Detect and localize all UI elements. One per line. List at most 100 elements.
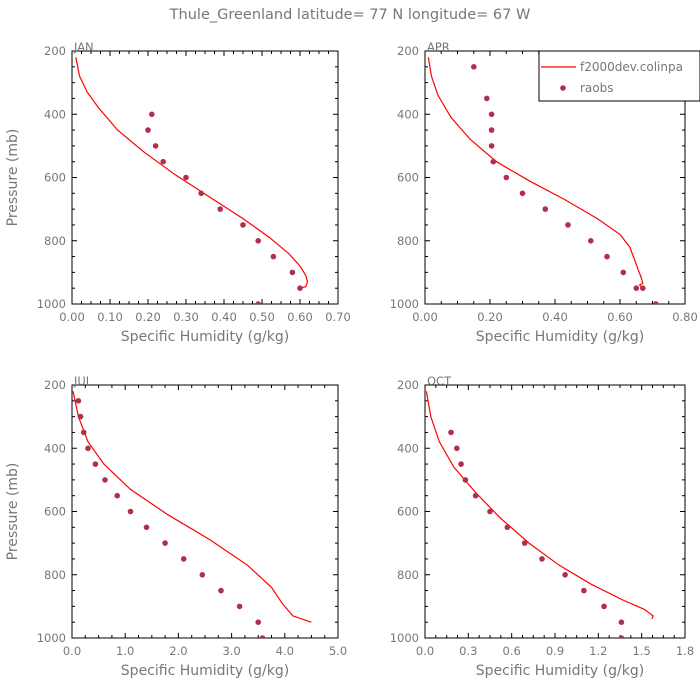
raob-point [519,190,526,197]
y-tick-label: 1000 [390,631,419,645]
raob-point [565,222,571,228]
x-tick-label: 0.0 [63,644,81,658]
raob-point [503,174,510,181]
raob-point [183,174,189,181]
y-tick-label: 200 [44,44,66,58]
x-tick-label: 0.0 [416,644,434,658]
raob-point [127,508,134,515]
y-axis-title: Pressure (mb) [5,129,21,227]
y-tick-label: 600 [397,505,419,519]
raob-point [588,238,594,244]
legend-box [538,50,700,102]
plot-frame [424,384,686,639]
raob-point [488,111,495,118]
y-tick-label: 1000 [37,631,66,645]
raob-point [454,445,460,452]
raob-point [218,587,224,594]
x-tick-label: 0.40 [211,310,237,324]
x-tick-label: 0.60 [287,310,313,324]
raob-point [77,413,84,420]
model-line [427,57,644,288]
plot-data [427,57,659,304]
panel-jan: 0.00 0.10 0.20 0.30 0.40 0.50 0.60 0.70 200 400 60… [5,40,351,345]
raob-point [618,619,625,625]
x-tick-label: 0.3 [459,644,477,658]
raob-point [484,95,490,102]
raob-point [162,540,168,546]
y-tick-label: 200 [44,378,66,392]
y-tick-label: 400 [44,107,66,121]
raob-point [487,508,493,515]
x-tick-label: 1.5 [633,644,651,658]
raob-point [160,158,166,165]
raob-point [236,603,243,610]
raob-point [653,301,659,304]
x-tick-label: 0.00 [412,310,438,324]
x-axis-title: Specific Humidity (g/kg) [476,663,644,679]
plot-frame [71,384,339,639]
x-tick-label: 0.60 [607,310,633,324]
x-axis-title: Specific Humidity (g/kg) [121,329,289,345]
y-tick-label: 800 [397,234,419,248]
legend-marker-swatch [560,85,566,91]
x-tick-label: 0.50 [249,310,275,324]
plot-data [72,391,312,638]
panel-label: APR [427,40,450,54]
y-tick-label: 600 [44,505,66,519]
raob-point [217,206,223,212]
raob-point [102,477,108,483]
raob-point [75,398,82,404]
raob-point [149,111,155,118]
raob-point [462,477,469,483]
x-tick-label: 1.8 [676,644,694,658]
model-line [425,391,654,620]
y-tick-label: 200 [397,378,419,392]
x-tick-label: 0.30 [173,310,199,324]
raob-point [259,635,266,638]
x-tick-label: 1.0 [116,644,134,658]
raob-point [471,64,477,70]
raob-point [458,461,464,467]
x-tick-label: 0.80 [672,310,698,324]
raob-point [255,619,261,625]
raob-point [152,143,159,149]
raob-point [488,127,495,133]
x-tick-label: 1.2 [589,644,607,658]
x-tick-label: 0.70 [325,310,351,324]
raob-point [85,445,91,452]
raob-point [114,492,120,499]
model-line [75,57,309,289]
y-tick-label: 400 [44,441,66,455]
x-tick-label: 0.20 [135,310,161,324]
raob-point [289,269,296,276]
plot-data [425,391,654,638]
raob-point [633,285,640,292]
raob-point [581,587,587,594]
y-tick-label: 800 [397,568,419,582]
raob-point [604,253,610,260]
plot-frame [71,50,339,305]
x-tick-label: 0.10 [97,310,123,324]
raob-point [539,556,545,562]
x-tick-label: 0.20 [477,310,503,324]
raob-point [297,285,303,292]
y-tick-label: 200 [397,44,419,58]
legend-marker-label: raobs [580,81,614,95]
panel-label: JUL [73,374,93,388]
x-tick-label: 5.0 [329,644,347,658]
y-tick-label: 1000 [390,297,419,311]
y-tick-label: 600 [44,171,66,185]
x-axis-title: Specific Humidity (g/kg) [476,329,644,345]
x-tick-label: 0.40 [542,310,568,324]
panel-jul: 0.0 1.0 2.0 3.0 4.0 5.0 200 400 600 800 1000 JUL Spe… [5,374,347,679]
raob-point [601,603,607,610]
raob-point [199,572,206,578]
x-tick-label: 0.9 [546,644,564,658]
panel-label: OCT [427,374,452,388]
raob-point [255,301,261,304]
legend-line-label: f2000dev.colinpa [580,60,683,74]
model-line [72,391,312,623]
raob-point [472,492,479,499]
x-tick-label: 2.0 [169,644,187,658]
